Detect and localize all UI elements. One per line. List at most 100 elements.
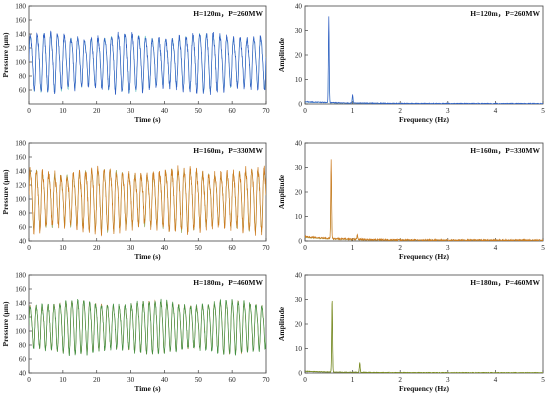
y-axis-label: Pressure (μm) [1, 32, 10, 78]
x-tick-label: 0 [303, 107, 307, 115]
series-line [29, 165, 266, 237]
x-tick-label: 0 [303, 376, 307, 384]
x-tick-label: 30 [127, 107, 135, 115]
series-line [305, 16, 543, 104]
y-tick-label: 120 [15, 182, 26, 190]
y-tick-label: 160 [15, 17, 26, 25]
y-tick-label: 180 [15, 3, 26, 11]
y-tick-label: 100 [15, 328, 26, 336]
condition-annotation: H=120m，P=260MW [470, 9, 540, 18]
y-tick-label: 30 [295, 27, 303, 35]
x-tick-label: 40 [161, 376, 169, 384]
x-tick-label: 20 [93, 376, 101, 384]
y-tick-label: 20 [295, 321, 303, 329]
series-line [29, 298, 266, 357]
x-tick-label: 30 [127, 244, 135, 252]
y-tick-label: 30 [295, 296, 303, 304]
x-tick-label: 3 [446, 107, 450, 115]
x-tick-label: 60 [229, 244, 237, 252]
chart-fft_1: 0 1 2 3 4 5 0 10 20 30 40 Frequency (Hz) Amplitude H=… [277, 3, 545, 125]
x-tick-label: 0 [27, 244, 31, 252]
series-line [29, 30, 266, 96]
series-overlay-line [305, 31, 543, 104]
x-tick-label: 70 [262, 107, 270, 115]
x-tick-label: 10 [59, 376, 67, 384]
y-tick-label: 40 [295, 140, 303, 148]
condition-annotation: H=180m，P=460MW [193, 278, 263, 287]
chart-time_1: 0 10 20 30 40 50 60 70 60 80 100 120 140 160 180 Time (… [1, 3, 270, 125]
y-tick-label: 10 [295, 76, 303, 84]
x-tick-label: 40 [161, 107, 169, 115]
x-axis-label: Frequency (Hz) [399, 115, 450, 124]
y-tick-label: 180 [15, 140, 26, 148]
x-tick-label: 4 [494, 244, 498, 252]
chart-time_2: 0 10 20 30 40 50 60 70 40 60 80 100 120 140 160 180 Time… [1, 140, 270, 262]
y-tick-label: 160 [15, 154, 26, 162]
x-tick-label: 0 [27, 107, 31, 115]
chart-time_3: 0 10 20 30 40 50 60 70 40 60 80 100 120 140 160 180 Time… [1, 272, 270, 394]
y-tick-label: 80 [19, 73, 27, 81]
y-tick-label: 0 [298, 101, 302, 109]
x-tick-label: 60 [229, 376, 237, 384]
x-tick-label: 1 [351, 244, 355, 252]
x-tick-label: 2 [398, 107, 402, 115]
x-tick-label: 2 [398, 376, 402, 384]
condition-annotation: H=160m，P=330MW [470, 146, 540, 155]
x-axis-label: Time (s) [134, 384, 161, 393]
y-tick-label: 10 [295, 213, 303, 221]
x-tick-label: 30 [127, 376, 135, 384]
y-tick-label: 60 [19, 356, 27, 364]
x-tick-label: 20 [93, 244, 101, 252]
x-tick-label: 5 [541, 107, 545, 115]
y-tick-label: 100 [15, 196, 26, 204]
x-axis-label: Time (s) [134, 115, 161, 124]
x-tick-label: 4 [494, 376, 498, 384]
y-tick-label: 80 [19, 210, 27, 218]
y-tick-label: 80 [19, 342, 27, 350]
plot-frame [304, 142, 544, 242]
y-axis-label: Pressure (μm) [1, 301, 10, 347]
y-tick-label: 20 [295, 189, 303, 197]
x-tick-label: 5 [541, 376, 545, 384]
y-tick-label: 160 [15, 286, 26, 294]
x-tick-label: 4 [494, 107, 498, 115]
x-axis-label: Frequency (Hz) [399, 384, 450, 393]
y-axis-label: Amplitude [277, 306, 286, 341]
y-tick-label: 40 [295, 272, 303, 280]
y-tick-label: 0 [298, 370, 302, 378]
x-tick-label: 3 [446, 244, 450, 252]
x-axis-label: Frequency (Hz) [399, 252, 450, 261]
x-tick-label: 50 [195, 107, 203, 115]
x-tick-label: 70 [262, 244, 270, 252]
y-tick-label: 40 [19, 238, 27, 246]
x-tick-label: 1 [351, 376, 355, 384]
x-tick-label: 10 [59, 244, 67, 252]
y-tick-label: 30 [295, 164, 303, 172]
y-tick-label: 60 [19, 87, 27, 95]
y-tick-label: 120 [15, 314, 26, 322]
y-axis-label: Amplitude [277, 37, 286, 72]
x-tick-label: 40 [161, 244, 169, 252]
y-tick-label: 120 [15, 45, 26, 53]
series-overlay-line [305, 170, 543, 241]
y-axis-label: Amplitude [277, 174, 286, 209]
series-line [305, 159, 543, 241]
chart-fft_2: 0 1 2 3 4 5 0 10 20 30 40 Frequency (Hz) Amplitude H=… [277, 140, 545, 262]
x-tick-label: 70 [262, 376, 270, 384]
x-tick-label: 5 [541, 244, 545, 252]
x-tick-label: 1 [351, 107, 355, 115]
y-axis-label: Pressure (μm) [1, 169, 10, 215]
y-tick-label: 140 [15, 31, 26, 39]
x-tick-label: 10 [59, 107, 67, 115]
condition-annotation: H=180m，P=460MW [470, 278, 540, 287]
y-tick-label: 20 [295, 52, 303, 60]
x-tick-label: 50 [195, 376, 203, 384]
series-line [305, 300, 543, 373]
y-tick-label: 140 [15, 168, 26, 176]
y-tick-label: 40 [295, 3, 303, 11]
x-tick-label: 20 [93, 107, 101, 115]
x-tick-label: 2 [398, 244, 402, 252]
chart-fft_3: 0 1 2 3 4 5 0 10 20 30 40 Frequency (Hz) Amplitude H=… [277, 272, 545, 394]
condition-annotation: H=160m，P=330MW [193, 146, 263, 155]
